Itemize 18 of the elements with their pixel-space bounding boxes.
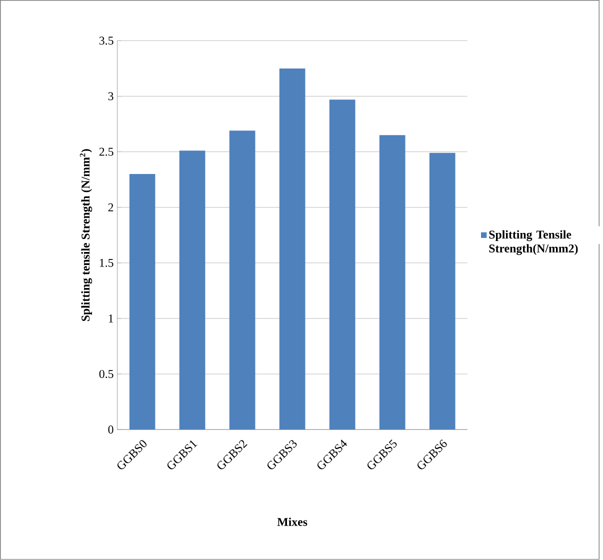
y-tick-label: 1: [108, 314, 114, 322]
y-axis-title: Splitting tensile Strength (N/mm$^{2}$): [80, 149, 92, 322]
legend-label: Splitting Tensile Strength(N/mm2): [489, 230, 578, 256]
y-tick-label: 0: [108, 426, 114, 434]
y-tick-label: 2.5: [99, 148, 114, 156]
bar: [429, 153, 456, 430]
y-tick-label: 1.5: [100, 259, 114, 268]
x-axis-title: Mixes: [277, 518, 308, 526]
bar: [229, 130, 256, 430]
bar: [279, 68, 306, 430]
y-tick-label: 3.5: [99, 36, 114, 45]
bar: [329, 100, 356, 430]
bar: [129, 174, 156, 430]
y-tick-label: 0.5: [99, 370, 114, 378]
y-tick-label: 2: [108, 204, 114, 212]
y-tick-label: 3: [108, 92, 114, 100]
bar: [179, 150, 206, 430]
bar: [379, 135, 406, 430]
